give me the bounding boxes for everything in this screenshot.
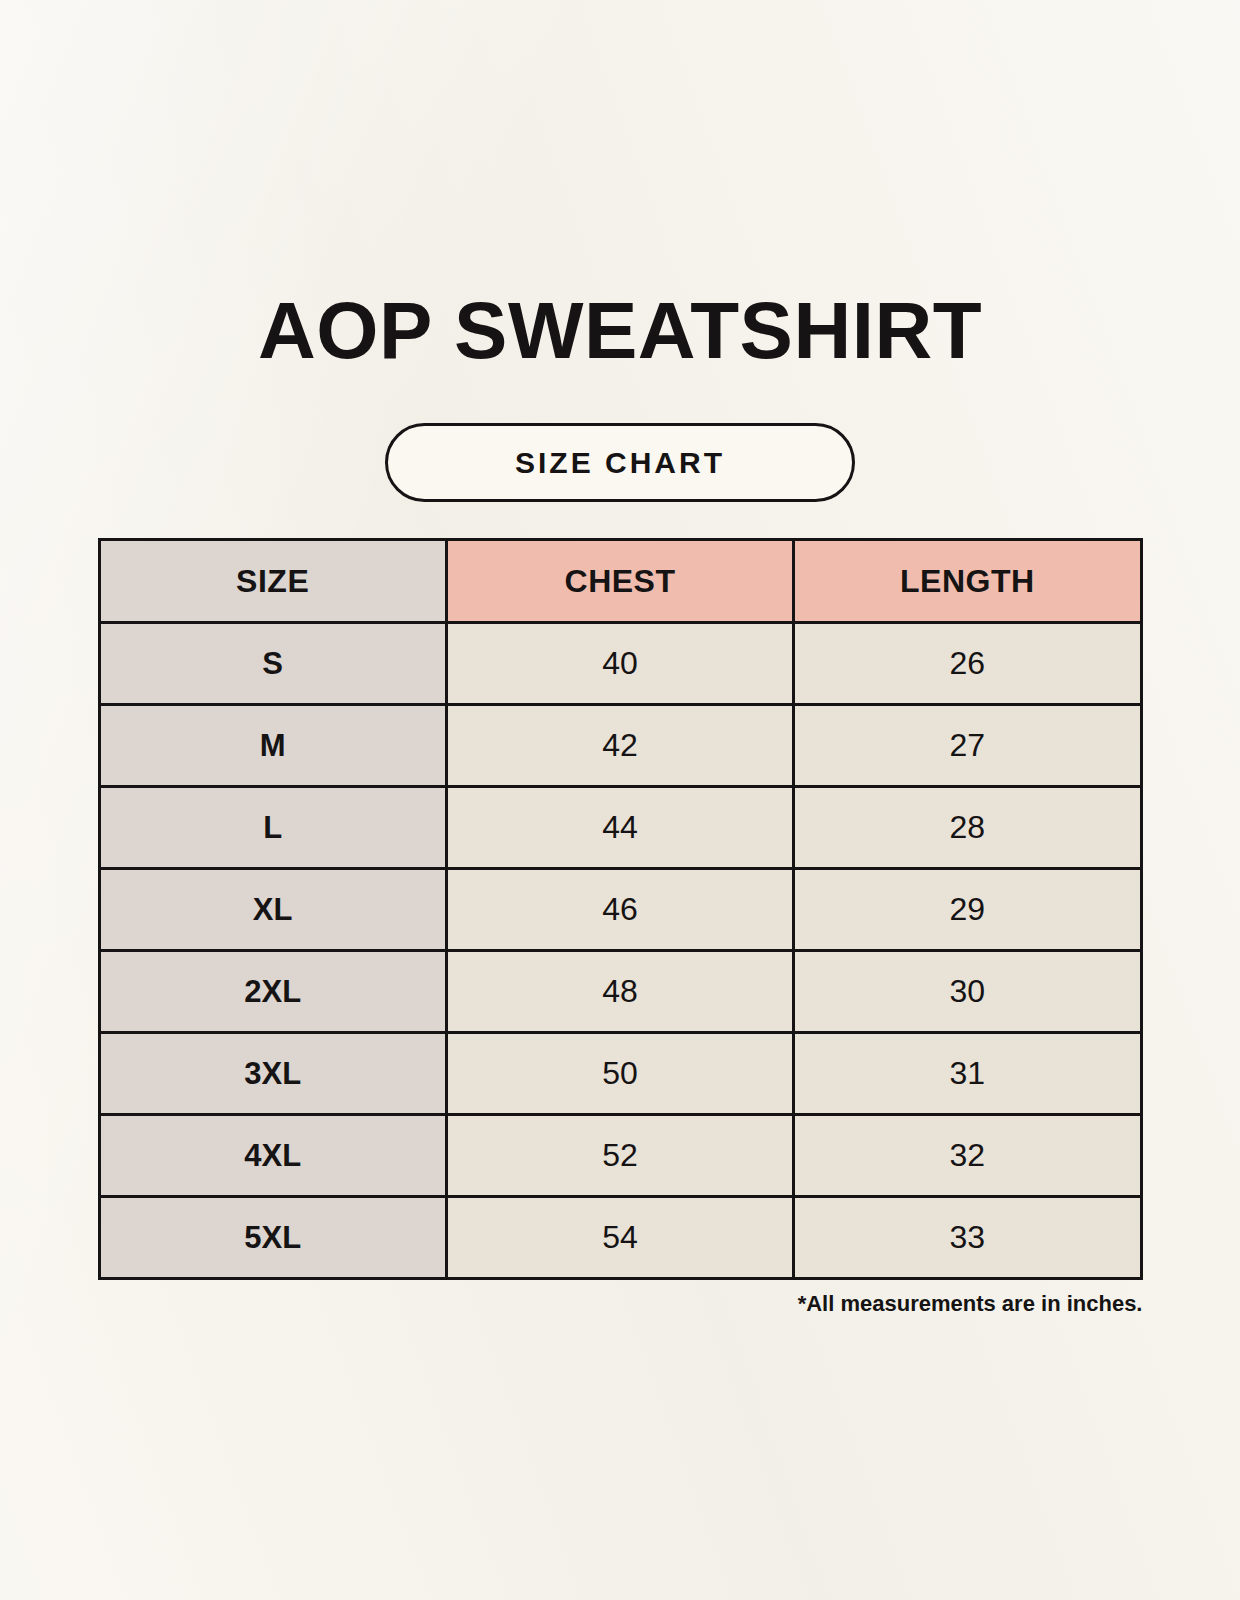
size-cell: 5XL <box>99 1197 446 1279</box>
length-cell: 33 <box>794 1197 1141 1279</box>
table-row: XL 46 29 <box>99 869 1141 951</box>
length-cell: 31 <box>794 1033 1141 1115</box>
chest-cell: 50 <box>446 1033 793 1115</box>
size-cell: L <box>99 787 446 869</box>
column-header-chest: CHEST <box>446 540 793 623</box>
measurement-note: *All measurements are in inches. <box>98 1291 1143 1317</box>
size-cell: XL <box>99 869 446 951</box>
chest-cell: 54 <box>446 1197 793 1279</box>
chest-cell: 40 <box>446 623 793 705</box>
chest-cell: 42 <box>446 705 793 787</box>
chest-cell: 52 <box>446 1115 793 1197</box>
page-title: AOP SWEATSHIRT <box>98 0 1143 371</box>
table-row: S 40 26 <box>99 623 1141 705</box>
table-row: 4XL 52 32 <box>99 1115 1141 1197</box>
length-cell: 27 <box>794 705 1141 787</box>
length-cell: 29 <box>794 869 1141 951</box>
length-cell: 30 <box>794 951 1141 1033</box>
size-cell: S <box>99 623 446 705</box>
length-cell: 28 <box>794 787 1141 869</box>
length-cell: 32 <box>794 1115 1141 1197</box>
size-chart-page: AOP SWEATSHIRT SIZE CHART SIZE CHEST LEN… <box>98 0 1143 1317</box>
size-chart-badge-label: SIZE CHART <box>515 446 725 480</box>
table-row: M 42 27 <box>99 705 1141 787</box>
size-chart-badge: SIZE CHART <box>385 423 855 502</box>
column-header-size: SIZE <box>99 540 446 623</box>
column-header-length: LENGTH <box>794 540 1141 623</box>
table-row: 5XL 54 33 <box>99 1197 1141 1279</box>
table-row: 3XL 50 31 <box>99 1033 1141 1115</box>
length-cell: 26 <box>794 623 1141 705</box>
size-chart-table: SIZE CHEST LENGTH S 40 26 M 42 27 L 44 2… <box>98 538 1143 1280</box>
chest-cell: 44 <box>446 787 793 869</box>
table-row: 2XL 48 30 <box>99 951 1141 1033</box>
size-cell: 3XL <box>99 1033 446 1115</box>
chest-cell: 46 <box>446 869 793 951</box>
size-cell: 4XL <box>99 1115 446 1197</box>
table-row: L 44 28 <box>99 787 1141 869</box>
header-row: SIZE CHEST LENGTH <box>99 540 1141 623</box>
size-cell: 2XL <box>99 951 446 1033</box>
size-cell: M <box>99 705 446 787</box>
chest-cell: 48 <box>446 951 793 1033</box>
